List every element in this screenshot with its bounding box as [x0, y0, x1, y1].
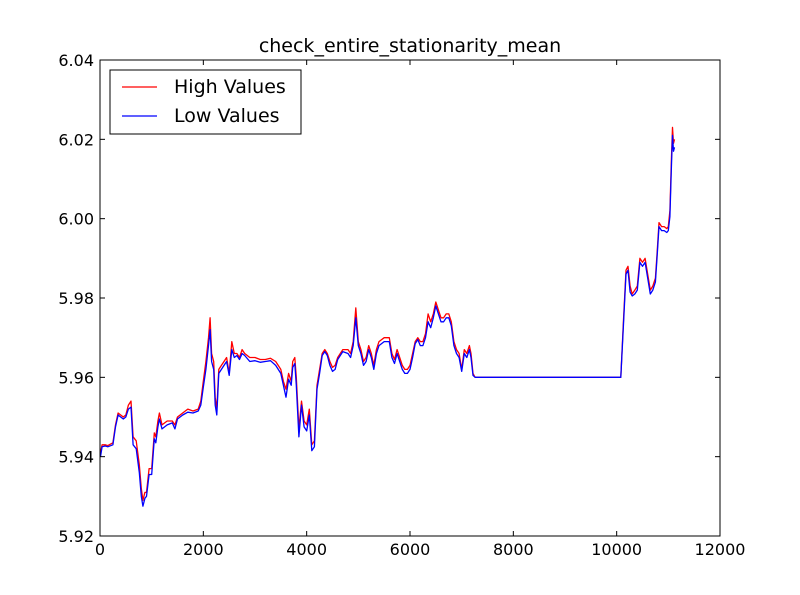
- legend-label-high-values: High Values: [174, 76, 286, 98]
- x-tick-label: 8000: [493, 540, 534, 559]
- y-axis: 5.92 5.94 5.96 5.98 6.00 6.02 6.04: [58, 51, 720, 546]
- x-tick-label: 6000: [390, 540, 431, 559]
- chart-title: check_entire_stationarity_mean: [259, 35, 561, 57]
- x-tick-label: 12000: [695, 540, 746, 559]
- y-tick-label: 6.04: [58, 51, 94, 70]
- y-tick-label: 5.98: [58, 289, 94, 308]
- y-tick-label: 5.94: [58, 448, 94, 467]
- y-tick-label: 5.96: [58, 368, 94, 387]
- legend-label-low-values: Low Values: [174, 105, 280, 127]
- x-axis: 0 2000 4000 6000 8000 10000 12000: [95, 60, 746, 559]
- y-tick-label: 6.00: [58, 210, 94, 229]
- y-tick-label: 6.02: [58, 130, 94, 149]
- y-tick-label: 5.92: [58, 527, 94, 546]
- series-line-low-values: [99, 134, 676, 507]
- x-tick-label: 0: [95, 540, 105, 559]
- series-layer: [99, 126, 676, 507]
- legend-box: [109, 69, 302, 135]
- x-tick-label: 4000: [286, 540, 327, 559]
- x-tick-label: 2000: [183, 540, 224, 559]
- legend: High Values Low Values: [109, 69, 302, 135]
- x-tick-label: 10000: [591, 540, 642, 559]
